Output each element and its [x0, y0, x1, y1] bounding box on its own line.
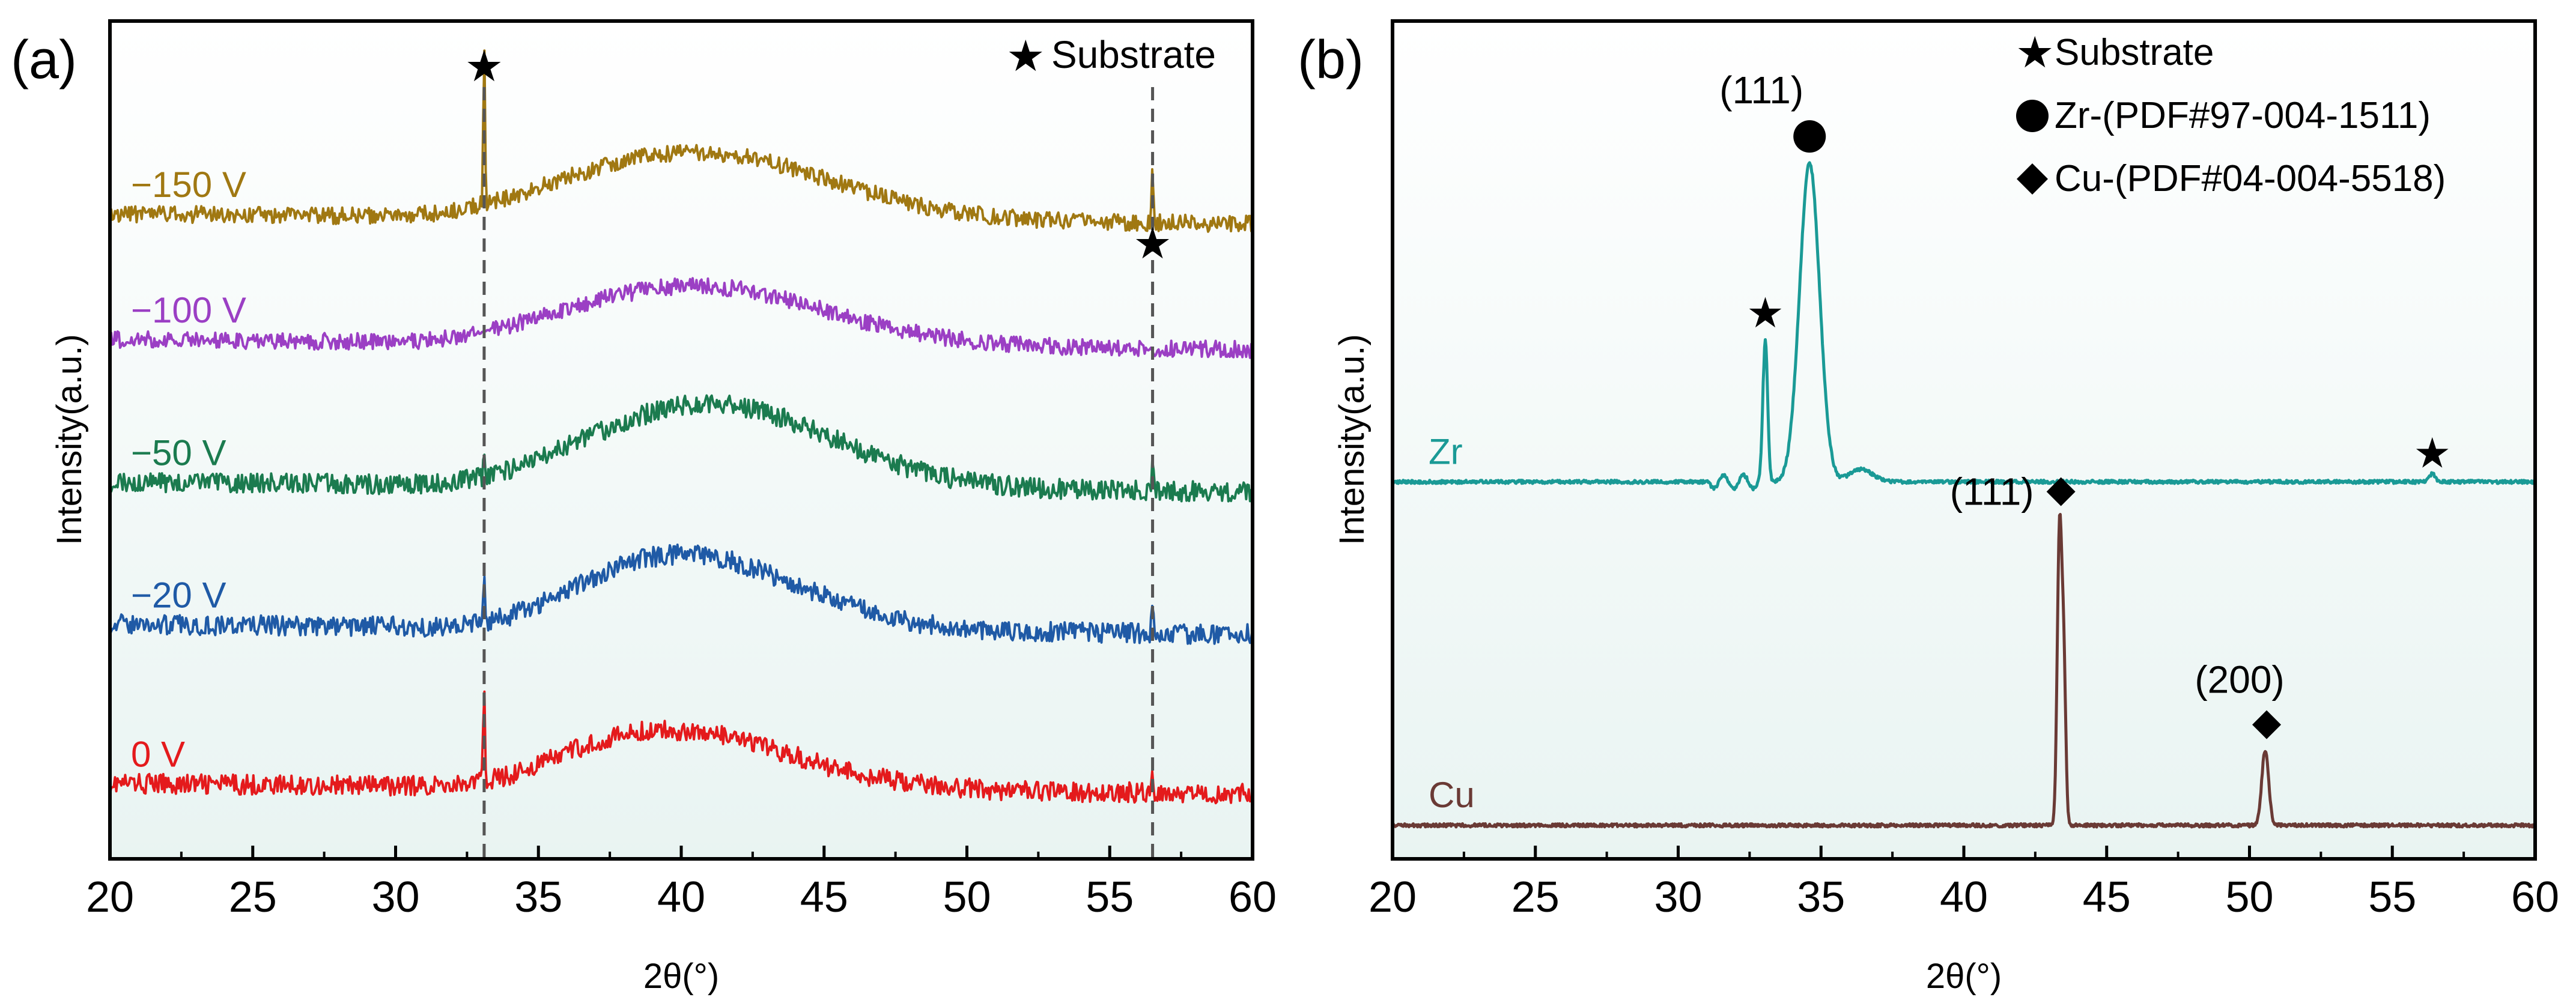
x-tick-label: 40 [657, 873, 705, 921]
x-tick-label: 20 [1368, 873, 1417, 921]
series-label: −150 V [131, 165, 246, 205]
legend-diamond-icon [2017, 163, 2048, 195]
series-line [109, 544, 1254, 645]
panel-a-series [109, 49, 1254, 805]
x-tick-label: 60 [2511, 873, 2559, 921]
x-tick-label: 30 [371, 873, 419, 921]
legend-substrate-label: Substrate [1051, 33, 1216, 76]
panel-b-xlabel: 2θ(°) [1926, 957, 2002, 996]
zr-peak-marker [1793, 120, 1826, 153]
legend-circle-icon [2016, 100, 2049, 132]
panel-b-legend: ★ Substrate Zr-(PDF#97-004-1511) Cu-(PDF#04… [2016, 29, 2446, 199]
x-tick-label: 35 [514, 873, 562, 921]
series-line [1391, 161, 2537, 492]
panel-a-label: (a) [11, 30, 77, 90]
x-tick-label: 35 [1797, 873, 1845, 921]
series-label: −20 V [131, 575, 226, 615]
x-tick-label: 45 [2083, 873, 2131, 921]
zr-111-label: (111) [1719, 68, 1803, 112]
substrate-marker: ★ [465, 43, 504, 91]
panel-b-annotations: (111) ★ ★ (111) (200) [1719, 68, 2451, 739]
series-label: −100 V [131, 290, 246, 330]
substrate-marker: ★ [1133, 220, 1172, 268]
series-label: −50 V [131, 432, 226, 473]
x-tick-label: 25 [1511, 873, 1560, 921]
panel-a-x-axis: 20 25 30 35 40 45 50 55 60 [86, 846, 1277, 921]
cu-peak-marker [2252, 710, 2282, 739]
cu-peak-marker [2046, 477, 2076, 506]
panel-a-series-labels: 0 V −20 V −50 V −100 V −150 V [131, 165, 246, 775]
panel-a-plot-area [110, 21, 1253, 859]
series-line [109, 394, 1254, 503]
panel-b-plot-area [1393, 21, 2535, 859]
legend-substrate-symbol: ★ [1006, 32, 1045, 80]
panel-a-legend: ★ Substrate [1006, 32, 1216, 80]
panel-b-series-labels: Zr Cu [1429, 431, 1475, 815]
legend-label: Zr-(PDF#97-004-1511) [2055, 95, 2431, 136]
x-tick-label: 40 [1940, 873, 1988, 921]
panel-a: (a) ★★ 0 V−20 V−50 V−100 V−150 V ★ Subst… [11, 19, 1277, 996]
legend-label: Substrate [2055, 32, 2214, 73]
panel-a-xlabel: 2θ(°) [643, 957, 719, 996]
series-label: Zr [1429, 431, 1463, 471]
legend-label: Cu-(PDF#04-004-5518) [2055, 158, 2446, 199]
panel-b-ylabel: Intensity(a.u.) [1332, 334, 1372, 545]
panel-a-reference-lines: ★★ [465, 43, 1172, 859]
panel-b-label: (b) [1298, 30, 1364, 90]
x-tick-label: 50 [2225, 873, 2273, 921]
legend-star-icon: ★ [2016, 29, 2055, 77]
series-line [1391, 513, 2537, 829]
x-tick-label: 55 [2368, 873, 2416, 921]
x-tick-label: 60 [1229, 873, 1277, 921]
x-tick-label: 50 [943, 873, 991, 921]
series-line [109, 277, 1254, 359]
panel-b-series [1391, 161, 2537, 829]
x-tick-label: 20 [86, 873, 134, 921]
substrate-marker: ★ [2413, 429, 2451, 476]
cu-111-label: (111) [1950, 470, 2034, 514]
panel-a-ylabel: Intensity(a.u.) [50, 334, 89, 545]
cu-200-label: (200) [2195, 658, 2284, 701]
panel-b-x-axis: 20 25 30 35 40 45 50 55 60 [1368, 846, 2559, 921]
series-label: 0 V [131, 734, 185, 774]
x-tick-label: 30 [1654, 873, 1702, 921]
x-tick-label: 45 [800, 873, 848, 921]
substrate-marker: ★ [1746, 289, 1784, 336]
x-tick-label: 25 [229, 873, 277, 921]
series-label: Cu [1429, 775, 1475, 815]
series-line [109, 49, 1254, 233]
series-line [109, 690, 1254, 805]
x-tick-label: 55 [1086, 873, 1134, 921]
